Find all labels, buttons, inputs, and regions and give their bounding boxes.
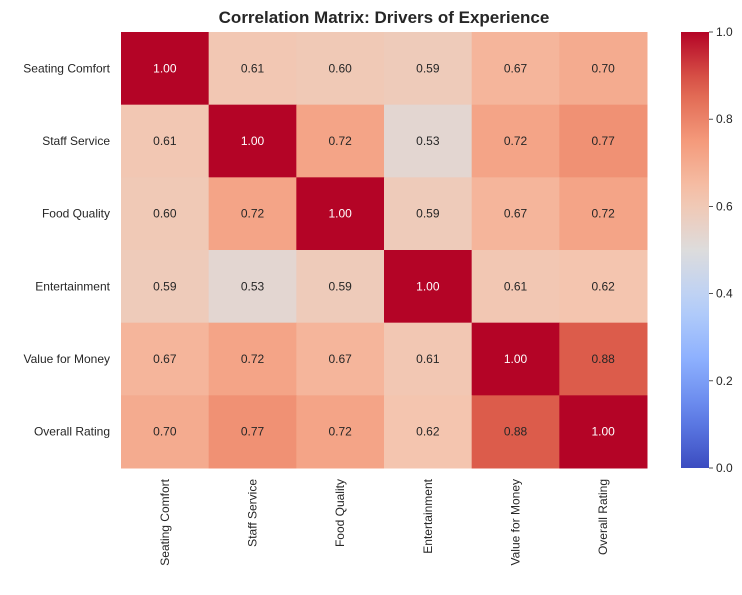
- heatmap-cell: [384, 104, 473, 178]
- heatmap-cell: [559, 250, 648, 324]
- row-labels: Seating Comfort Staff Service Food Quality…: [23, 61, 110, 438]
- cell-annotation: 0.88: [504, 425, 528, 439]
- heatmap-cell: [296, 177, 385, 251]
- heatmap-cell: [208, 177, 297, 251]
- cell-annotation: 0.77: [241, 425, 265, 439]
- cell-annotation: 1.00: [153, 61, 177, 75]
- chart-title: Correlation Matrix: Drivers of Experienc…: [219, 8, 550, 27]
- heatmap-cell: [121, 322, 210, 396]
- heatmap-cell: [559, 322, 648, 396]
- heatmap-cell: [471, 395, 560, 469]
- heatmap-cell: [208, 250, 297, 324]
- cell-annotation: 1.00: [591, 425, 615, 439]
- heatmap-cell: [471, 250, 560, 324]
- heatmap-cell: [559, 32, 648, 106]
- cell-annotation: 0.59: [328, 279, 352, 293]
- cell-annotation: 1.00: [504, 352, 528, 366]
- colorbar-tick-label: 1.0: [716, 25, 733, 39]
- cell-annotation: 1.00: [416, 279, 440, 293]
- cell-annotation: 0.67: [504, 61, 528, 75]
- heatmap-cell: [384, 322, 473, 396]
- cell-annotation: 1.00: [241, 134, 265, 148]
- heatmap-cell: [471, 322, 560, 396]
- cell-annotation: 0.61: [504, 279, 528, 293]
- heatmap-cell: [384, 177, 473, 251]
- row-label: Overall Rating: [34, 425, 110, 439]
- heatmap-cell: [296, 395, 385, 469]
- column-label: Entertainment: [421, 478, 435, 553]
- colorbar-tick-label: 0.0: [716, 461, 733, 475]
- heatmap-cell: [208, 322, 297, 396]
- heatmap-cell: [121, 250, 210, 324]
- cell-annotation: 0.62: [591, 279, 615, 293]
- cell-annotation: 0.67: [153, 352, 177, 366]
- cell-annotation: 0.59: [416, 207, 440, 221]
- cell-annotation: 0.62: [416, 425, 440, 439]
- cell-annotation: 0.59: [416, 61, 440, 75]
- column-label: Food Quality: [333, 479, 347, 547]
- cell-annotation: 0.70: [591, 61, 615, 75]
- cell-annotation: 0.72: [328, 425, 352, 439]
- cell-annotation: 0.67: [328, 352, 352, 366]
- row-label: Value for Money: [24, 352, 111, 366]
- cell-annotation: 0.88: [591, 352, 615, 366]
- cell-annotation: 0.72: [241, 207, 265, 221]
- cell-annotation: 0.72: [591, 207, 615, 221]
- heatmap-cell: [121, 32, 210, 106]
- heatmap-cell: [296, 104, 385, 178]
- colorbar-tick-label: 0.8: [716, 112, 733, 126]
- cell-annotation: 0.72: [328, 134, 352, 148]
- heatmap-cell: [296, 32, 385, 106]
- colorbar-ticks: 0.0 0.2 0.4 0.6 0.8 1.0: [709, 25, 733, 475]
- heatmap-cell: [384, 32, 473, 106]
- heatmap-cell: [384, 250, 473, 324]
- cell-annotation: 0.70: [153, 425, 177, 439]
- cell-annotation: 0.53: [416, 134, 440, 148]
- heatmap-cell: [208, 104, 297, 178]
- column-label: Value for Money: [509, 479, 523, 566]
- heatmap-cell: [559, 177, 648, 251]
- heatmap-cell: [384, 395, 473, 469]
- heatmap-cell: [296, 322, 385, 396]
- row-label: Staff Service: [42, 134, 110, 148]
- column-labels: Seating Comfort Staff Service Food Quality…: [158, 478, 610, 565]
- heatmap-cell: [471, 177, 560, 251]
- row-label: Seating Comfort: [23, 61, 110, 75]
- cell-annotation: 0.53: [241, 279, 265, 293]
- cell-annotation: 0.60: [153, 207, 177, 221]
- column-label: Staff Service: [246, 479, 260, 547]
- heatmap-cell: [471, 32, 560, 106]
- cell-annotation: 0.77: [591, 134, 615, 148]
- cell-annotation: 0.61: [241, 61, 265, 75]
- cell-annotation: 0.72: [504, 134, 528, 148]
- cell-annotation: 0.61: [416, 352, 440, 366]
- column-label: Seating Comfort: [158, 478, 172, 565]
- heatmap-cell: [121, 395, 210, 469]
- cell-annotation: 0.67: [504, 207, 528, 221]
- heatmap-cell: [296, 250, 385, 324]
- cell-annotation: 0.60: [328, 61, 352, 75]
- cell-annotation: 0.59: [153, 279, 177, 293]
- heatmap-cell: [559, 395, 648, 469]
- heatmap-cell: [121, 104, 210, 178]
- cell-annotation: 0.61: [153, 134, 177, 148]
- heatmap-cell: [471, 104, 560, 178]
- heatmap-cell: [208, 395, 297, 469]
- cell-annotation: 1.00: [328, 207, 352, 221]
- heatmap-cell: [121, 177, 210, 251]
- cell-annotation: 0.72: [241, 352, 265, 366]
- row-label: Food Quality: [42, 207, 110, 221]
- colorbar-tick-label: 0.2: [716, 374, 733, 388]
- colorbar-tick-label: 0.4: [716, 287, 733, 301]
- colorbar-tick-label: 0.6: [716, 199, 733, 213]
- heatmap-cell: [559, 104, 648, 178]
- row-label: Entertainment: [35, 279, 110, 293]
- colorbar: [681, 32, 709, 468]
- heatmap-cells: 1.00 0.61 0.60 0.59 0.67 0.70 0.61 1.00 0.72 0.53…: [121, 32, 648, 469]
- column-label: Overall Rating: [596, 479, 610, 555]
- heatmap-cell: [208, 32, 297, 106]
